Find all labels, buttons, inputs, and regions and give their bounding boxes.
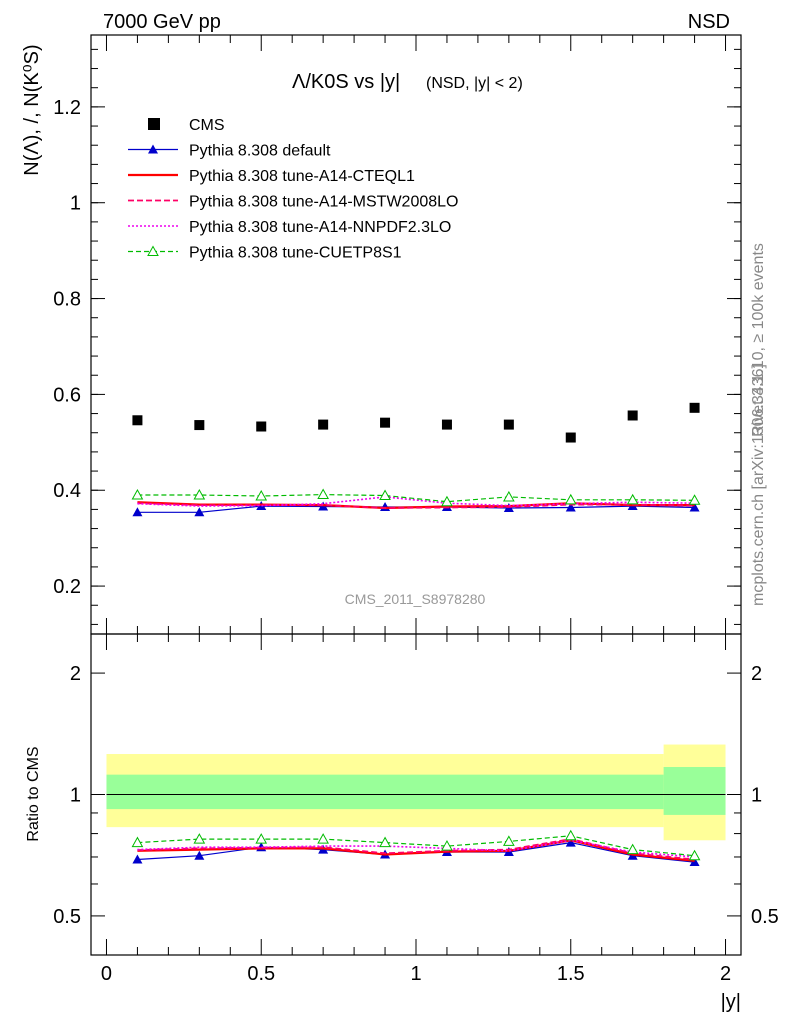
main-cms-point (380, 417, 391, 428)
ratio-marker-cuetp (564, 829, 577, 841)
ratio-ylabel: Ratio to CMS (25, 746, 42, 841)
ratio-xlabel: |y| (721, 991, 741, 1013)
main-marker-cuetp (626, 493, 639, 505)
main-ytick-label: 0.2 (53, 576, 81, 598)
main-cms-point (256, 421, 267, 432)
ratio-ytick-label-right: 0.5 (751, 906, 779, 928)
ratio-band-inner (663, 766, 726, 815)
legend-label-mstw: Pythia 8.308 tune-A14-MSTW2008LO (189, 194, 458, 211)
watermark: CMS_2011_S8978280 (345, 591, 486, 607)
ratio-band-inner (106, 774, 664, 810)
ratio-line-mstw (137, 838, 695, 861)
main-marker-cuetp (255, 489, 268, 501)
main-plot: 0.2 0.4 0.6 0.8 1 1.2 N(Λ), /, N(K⁰S) Λ/K0S vs … (21, 34, 742, 635)
ratio-marker-cuetp (193, 833, 206, 844)
ratio-ytick-label: 0.5 (53, 906, 81, 928)
legend-label-cms: CMS (189, 117, 225, 134)
main-ytick-label: 0.8 (53, 289, 81, 311)
main-marker-default (132, 507, 143, 517)
main-marker-cuetp (441, 495, 453, 507)
main-marker-cuetp (688, 494, 701, 505)
rivet-label: Rivet 3.1.10, ≥ 100k events (750, 243, 767, 437)
main-cms-point (194, 420, 205, 431)
legend-label-cuetp: Pythia 8.308 tune-CUETP8S1 (189, 245, 402, 262)
main-title-suffix: (NSD, |y| < 2) (426, 75, 523, 92)
main-marker-cuetp (317, 488, 329, 500)
legend-marker-cms (148, 118, 160, 130)
main-marker-cuetp (193, 489, 206, 500)
ratio-ytick-label-right: 2 (751, 663, 762, 685)
legend-marker-cuetp (147, 245, 159, 256)
ratio-marker-cuetp (441, 840, 453, 851)
ratio-ytick-label: 1 (70, 785, 81, 807)
ratio-line-cteql1 (137, 839, 695, 862)
ratio-ytick-label: 2 (70, 663, 81, 685)
ratio-marker-cuetp (317, 833, 329, 844)
main-marker-cuetp (131, 489, 144, 500)
ratio-marker-cuetp (688, 849, 701, 861)
ratio-marker-cuetp (379, 836, 391, 848)
mcplots-label: mcplots.cern.ch [arXiv:1306.3436] (750, 364, 767, 606)
ratio-marker-cuetp (255, 833, 268, 844)
ratio-line-nnpdf (137, 839, 695, 858)
main-marker-cuetp (564, 493, 577, 505)
legend-label-cteql1: Pythia 8.308 tune-A14-CTEQL1 (189, 168, 415, 185)
ratio-marker-cuetp (503, 835, 515, 846)
ratio-marker-cuetp (131, 836, 144, 848)
ratio-line-cuetp (137, 835, 695, 857)
legend-label-nnpdf: Pythia 8.308 tune-A14-NNPDF2.3LO (189, 219, 451, 236)
main-marker-cuetp (379, 489, 391, 501)
ratio-xtick-label: 0 (101, 963, 112, 985)
ratio-xtick-label: 0.5 (247, 963, 275, 985)
ratio-marker-default (194, 850, 205, 860)
main-cms-point (318, 419, 329, 430)
main-cms-point (441, 419, 452, 430)
main-cms-point (565, 432, 576, 443)
main-ytick-label: 0.4 (53, 480, 81, 502)
main-marker-default (689, 502, 700, 512)
ratio-plot: 0.5 0.5 1 1 2 2 0 0.5 1 1.5 2 Ratio to CMS |y| (25, 633, 779, 1013)
header-right: NSD (688, 11, 730, 33)
main-ytick-label: 1 (70, 193, 81, 215)
main-ytick-label: 0.6 (53, 384, 81, 406)
main-ylabel: N(Λ), /, N(K⁰S) (21, 44, 43, 175)
ratio-xtick-label: 1.5 (557, 963, 585, 985)
main-ytick-label: 1.2 (53, 97, 81, 119)
main-line-cuetp (137, 493, 695, 503)
main-line-nnpdf (137, 496, 695, 507)
ratio-xtick-label: 1 (410, 963, 421, 985)
ratio-marker-default (132, 854, 143, 864)
main-cms-point (132, 415, 143, 426)
legend-label-default: Pythia 8.308 default (189, 143, 331, 160)
main-title: Λ/K0S vs |y| (292, 71, 400, 93)
ratio-marker-default (689, 857, 700, 867)
ratio-xtick-label: 2 (720, 963, 731, 985)
ratio-marker-default (565, 837, 576, 847)
legend-marker-default (148, 144, 158, 154)
main-cms-point (627, 410, 638, 421)
main-cms-point (689, 402, 700, 413)
main-marker-default (194, 507, 205, 517)
header-left: 7000 GeV pp (103, 11, 221, 33)
main-marker-default (565, 502, 576, 512)
main-cms-point (503, 419, 514, 430)
main-marker-cuetp (503, 490, 515, 502)
ratio-ytick-label-right: 1 (751, 785, 762, 807)
ratio-marker-cuetp (626, 843, 639, 855)
